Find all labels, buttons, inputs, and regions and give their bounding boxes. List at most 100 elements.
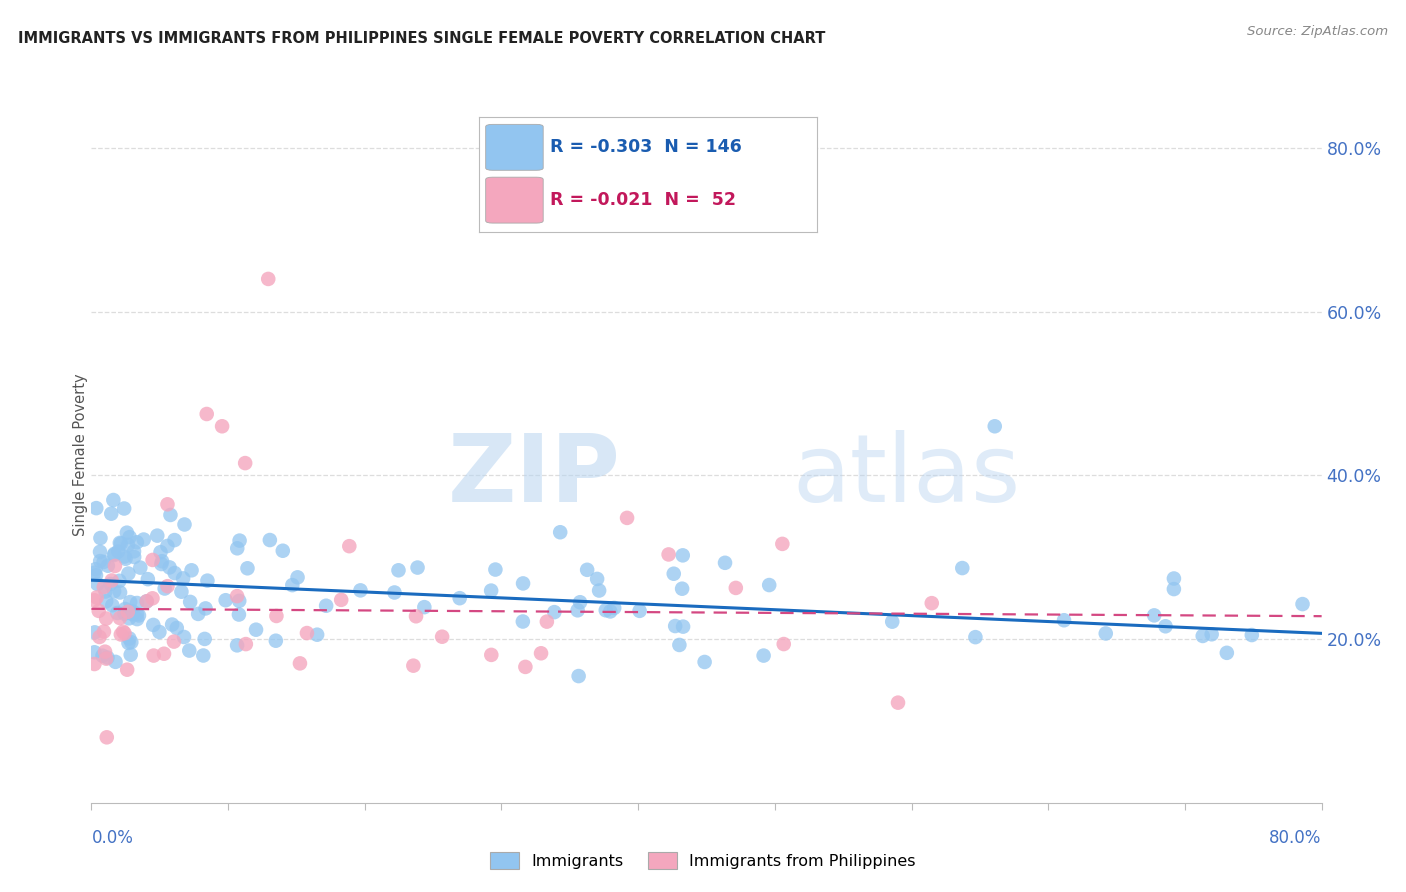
Point (772, 637, 794, 651)
Point (172, 571, 194, 585)
Point (245, 623, 267, 637)
Text: 0.0%: 0.0% (91, 829, 134, 847)
Point (515, 660, 537, 674)
Point (142, 618, 165, 632)
Point (693, 655, 716, 669)
Point (479, 648, 502, 662)
Point (595, 603, 617, 617)
Point (83, 625, 105, 640)
Point (117, 605, 139, 619)
Point (758, 578, 780, 592)
Point (110, 536, 132, 550)
Point (94, 584, 117, 599)
Point (211, 419, 233, 434)
Point (288, 657, 311, 671)
Point (100, 507, 122, 521)
Point (142, 648, 165, 663)
Point (104, 558, 127, 573)
Point (413, 600, 436, 615)
Point (100, 574, 122, 588)
Point (132, 533, 155, 547)
Point (1191, 629, 1213, 643)
Point (86, 577, 108, 591)
Point (536, 615, 558, 629)
Point (108, 536, 131, 550)
Point (170, 584, 193, 599)
Point (287, 570, 309, 584)
Point (105, 606, 128, 620)
Point (108, 585, 131, 599)
Point (628, 604, 651, 618)
Point (89, 630, 111, 644)
Point (1053, 613, 1076, 627)
Point (197, 574, 219, 588)
Point (1216, 646, 1239, 660)
Point (588, 583, 610, 598)
Point (430, 630, 453, 644)
Point (150, 554, 173, 568)
Point (103, 547, 125, 561)
Point (576, 563, 599, 577)
Legend: Immigrants, Immigrants from Philippines: Immigrants, Immigrants from Philippines (484, 846, 922, 875)
Point (149, 545, 172, 559)
Point (100, 577, 122, 591)
Point (163, 533, 186, 547)
Point (384, 585, 406, 599)
Point (153, 647, 176, 661)
Text: ZIP: ZIP (447, 430, 620, 522)
Point (548, 525, 571, 540)
Point (569, 595, 592, 609)
Point (112, 607, 135, 621)
Point (752, 648, 775, 663)
Point (83, 566, 105, 580)
Point (662, 566, 685, 581)
Point (770, 537, 793, 551)
Point (215, 593, 238, 607)
Point (1094, 626, 1116, 640)
Point (156, 579, 179, 593)
Point (1291, 597, 1313, 611)
Point (86, 591, 108, 605)
Point (129, 560, 152, 574)
Point (128, 608, 150, 623)
Point (96, 651, 118, 665)
Point (120, 648, 142, 662)
Point (315, 599, 337, 613)
Point (512, 576, 534, 591)
Point (156, 539, 179, 553)
Point (93, 555, 115, 569)
Point (89, 554, 111, 568)
Point (568, 669, 591, 683)
Point (259, 533, 281, 547)
Point (89, 545, 111, 559)
Point (96, 650, 118, 665)
Point (135, 594, 157, 608)
Point (148, 625, 170, 640)
Point (125, 596, 148, 610)
Point (882, 615, 904, 629)
Point (142, 553, 165, 567)
Point (94, 645, 117, 659)
Point (1240, 628, 1263, 642)
Point (163, 566, 186, 580)
Point (87, 604, 110, 618)
Point (194, 632, 217, 646)
Point (402, 658, 425, 673)
Point (226, 638, 249, 652)
Point (96, 731, 118, 745)
Point (194, 601, 217, 615)
Point (153, 582, 176, 596)
Point (173, 630, 195, 644)
Point (984, 419, 1007, 434)
Point (349, 583, 371, 598)
Point (112, 624, 135, 639)
Point (120, 595, 142, 609)
Point (101, 599, 124, 613)
Text: atlas: atlas (793, 430, 1021, 522)
Point (658, 548, 681, 562)
Point (114, 626, 136, 640)
Point (97, 558, 120, 573)
Point (91, 648, 114, 663)
Point (108, 574, 131, 588)
Point (120, 635, 142, 649)
